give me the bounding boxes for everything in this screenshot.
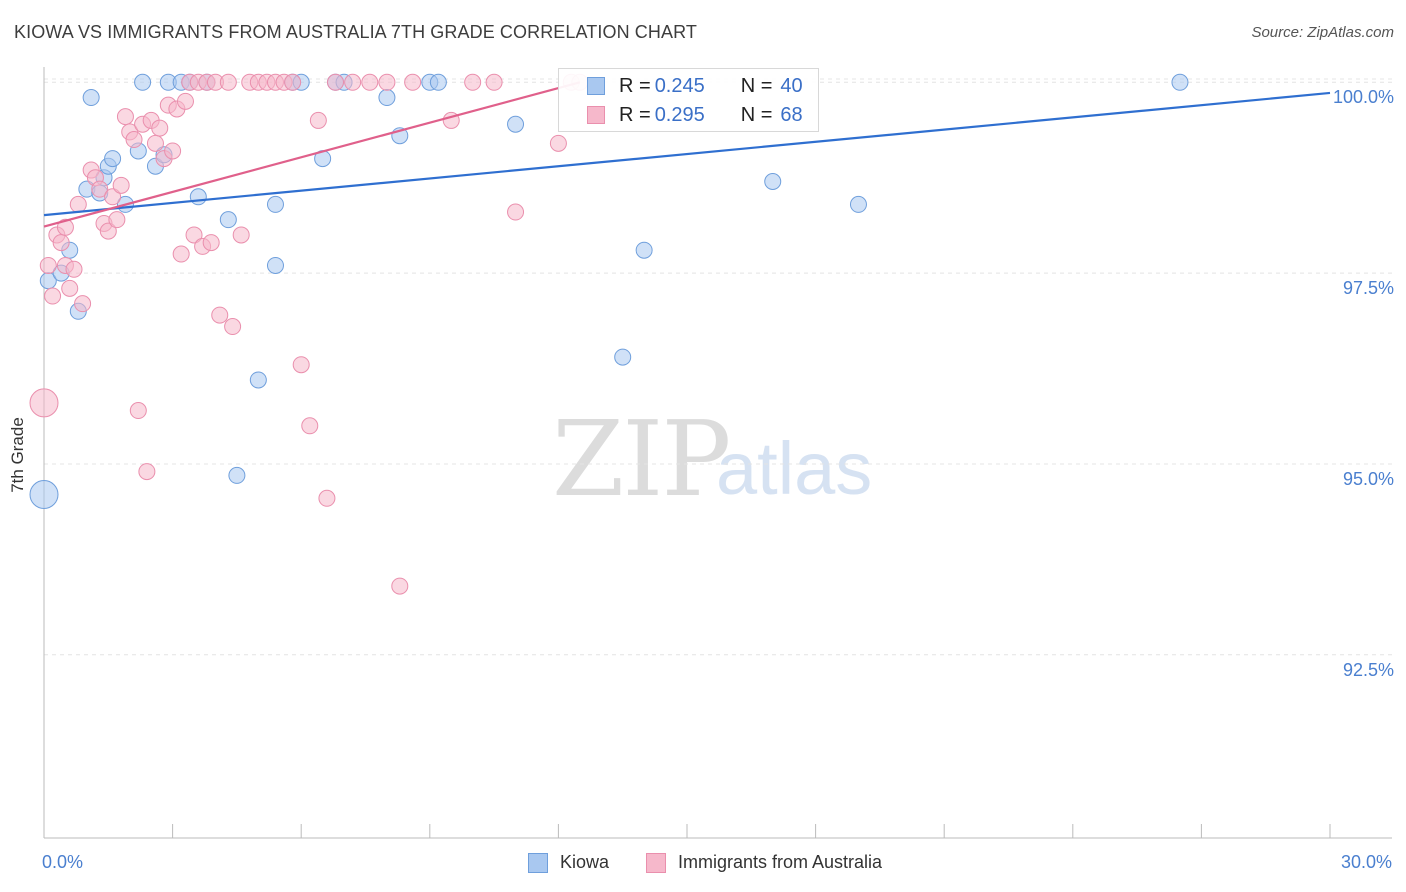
australia-point [108, 211, 126, 229]
r-label: R = [619, 74, 651, 97]
axis-layer [43, 67, 1392, 839]
r-label: R = [619, 103, 651, 126]
australia-point [61, 279, 79, 297]
australia-point [361, 73, 379, 91]
australia-point [507, 203, 525, 221]
kiowa-point [849, 195, 867, 213]
australia-point [326, 73, 344, 91]
y-axis-label: 7th Grade [8, 417, 27, 493]
kiowa-point [1171, 73, 1189, 91]
kiowa-swatch [587, 77, 605, 95]
r-value: 0.295 [654, 103, 705, 126]
kiowa-point [614, 348, 632, 366]
kiowa-point [189, 188, 207, 206]
watermark-zip: ZIP [552, 398, 731, 520]
australia-point [391, 577, 409, 595]
stats-row-kiowa: R = 0.245 N = 40 [559, 71, 803, 101]
legend-item-australia[interactable]: Immigrants from Australia [646, 852, 882, 873]
australia-point [301, 417, 319, 435]
australia-point [172, 245, 190, 263]
australia-point [211, 306, 229, 324]
chart-title: KIOWA VS IMMIGRANTS FROM AUSTRALIA 7TH G… [14, 22, 697, 42]
australia-point [292, 356, 310, 374]
australia-point [44, 287, 62, 305]
watermark-atlas: atlas [716, 427, 873, 510]
australia-point [69, 195, 87, 213]
australia-point [39, 256, 57, 274]
australia-point [29, 388, 59, 418]
source-credit: Source: ZipAtlas.com [1251, 24, 1394, 41]
kiowa-point [507, 115, 525, 133]
australia-point [176, 92, 194, 110]
australia-swatch [587, 106, 605, 124]
n-label: N = [740, 103, 773, 126]
y-tick-label-100: 100.0% [1332, 87, 1394, 107]
australia-point [309, 111, 327, 129]
y-tick-label-92-5: 92.5% [1342, 660, 1394, 680]
australia-point [74, 295, 92, 313]
legend-label-kiowa: Kiowa [560, 852, 610, 872]
australia-point [224, 318, 242, 336]
kiowa-point [219, 211, 237, 229]
australia-point [232, 226, 250, 244]
legend-label-australia: Immigrants from Australia [678, 852, 883, 872]
kiowa-point [249, 371, 267, 389]
kiowa-point [266, 195, 284, 213]
australia-point [202, 234, 220, 252]
australia-point [65, 260, 83, 278]
australia-point [146, 134, 164, 152]
kiowa-point [764, 173, 782, 191]
australia-point [284, 73, 302, 91]
australia-point [151, 119, 169, 137]
australia-point [344, 73, 362, 91]
kiowa-point [378, 89, 396, 107]
australia-point [138, 463, 156, 481]
australia-point [104, 188, 122, 206]
australia-point [52, 234, 70, 252]
australia-legend-swatch [646, 852, 666, 873]
australia-point [164, 142, 182, 160]
australia-point [185, 226, 203, 244]
n-value: 68 [780, 103, 803, 126]
x-tick-label-max: 30.0% [1340, 852, 1392, 872]
australia-point [112, 176, 130, 194]
kiowa-point [82, 89, 100, 107]
kiowa-point [228, 466, 246, 484]
australia-trend-line [43, 81, 581, 228]
point-layer [29, 73, 1189, 595]
kiowa-point [29, 479, 59, 509]
australia-point [91, 180, 109, 198]
r-value: 0.245 [654, 74, 705, 97]
y-tick-label-97-5: 97.5% [1342, 278, 1394, 298]
n-value: 40 [780, 74, 803, 97]
australia-point [485, 73, 503, 91]
australia-point [318, 489, 336, 507]
kiowa-point [104, 150, 122, 168]
australia-point [378, 73, 396, 91]
australia-point [404, 73, 422, 91]
australia-point [116, 108, 134, 126]
kiowa-point [429, 73, 447, 91]
stats-row-australia: R = 0.295 N = 68 [559, 100, 803, 130]
kiowa-point [134, 73, 152, 91]
grid-layer [44, 78, 1392, 656]
stats-box: R = 0.245 N = 40 R = 0.295 N = 68 [558, 68, 819, 132]
legend-item-kiowa[interactable]: Kiowa [528, 852, 609, 873]
trend-layer [43, 81, 1331, 228]
kiowa-point [266, 256, 284, 274]
australia-point [129, 402, 147, 420]
kiowa-legend-swatch [528, 852, 548, 873]
kiowa-trend-line [43, 91, 1331, 217]
australia-point [125, 131, 143, 149]
australia-point [56, 218, 74, 236]
australia-point [99, 222, 117, 240]
kiowa-point [635, 241, 653, 259]
australia-point [464, 73, 482, 91]
australia-point [219, 73, 237, 91]
y-tick-label-95: 95.0% [1342, 469, 1394, 489]
x-tick-label-min: 0.0% [42, 852, 84, 872]
n-label: N = [740, 74, 773, 97]
australia-point [549, 134, 567, 152]
